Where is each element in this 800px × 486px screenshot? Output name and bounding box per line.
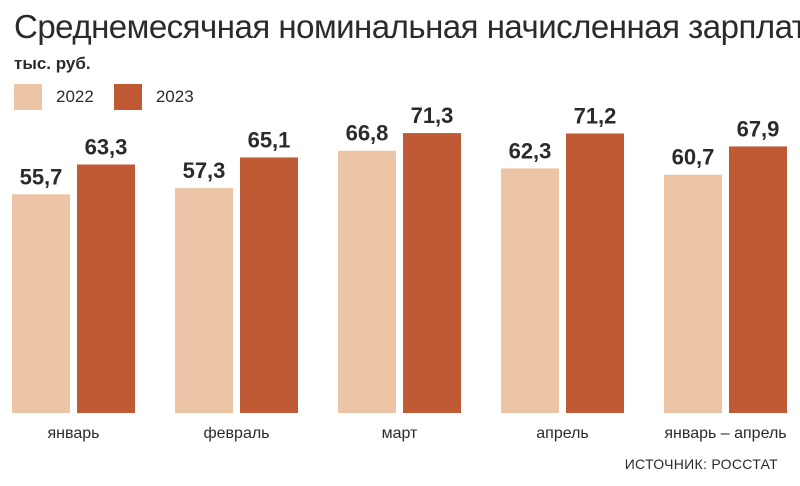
legend-label-2022: 2022: [56, 87, 94, 106]
data-label-2023-1: 65,1: [248, 127, 291, 152]
chart-title: Среднемесячная номинальная начисленная з…: [14, 8, 800, 45]
legend-label-2023: 2023: [155, 87, 194, 106]
data-label-2023-3: 71,2: [574, 103, 617, 128]
legend-item-2022: 2022: [14, 84, 94, 110]
bar-2023-1: [240, 157, 298, 413]
bar-2022-4: [664, 174, 722, 413]
data-label-2023-2: 71,3: [411, 103, 454, 128]
category-label-2: март: [382, 425, 418, 442]
bar-2023-0: [77, 164, 135, 413]
bar-2022-1: [175, 188, 233, 413]
bar-2022-2: [338, 150, 396, 413]
bar-2023-4: [729, 146, 787, 413]
data-label-2023-0: 63,3: [85, 134, 128, 159]
data-label-2022-0: 55,7: [20, 164, 63, 189]
category-label-0: январь: [48, 425, 100, 442]
category-label-4: январь – апрель: [664, 425, 786, 442]
bar-2023-2: [403, 133, 461, 413]
legend-item-2023: 2023: [113, 84, 194, 110]
unit-label: тыс. руб.: [14, 54, 91, 73]
category-label-3: апрель: [536, 425, 589, 442]
data-label-2022-2: 66,8: [346, 121, 389, 146]
data-label-2022-1: 57,3: [183, 158, 226, 183]
source-note: ИСТОЧНИК: РОССТАТ: [624, 456, 778, 472]
data-label-2022-3: 62,3: [509, 138, 552, 163]
bar-2022-3: [501, 168, 559, 413]
bar-2022-0: [12, 194, 70, 413]
data-label-2022-4: 60,7: [672, 145, 715, 170]
legend-swatch-2022: [14, 84, 42, 110]
data-label-2023-4: 67,9: [737, 116, 780, 141]
legend-swatch-2023: [113, 84, 142, 110]
category-label-1: февраль: [203, 425, 269, 442]
bar-2023-3: [566, 133, 624, 413]
legend: 2022 2023: [14, 84, 214, 110]
